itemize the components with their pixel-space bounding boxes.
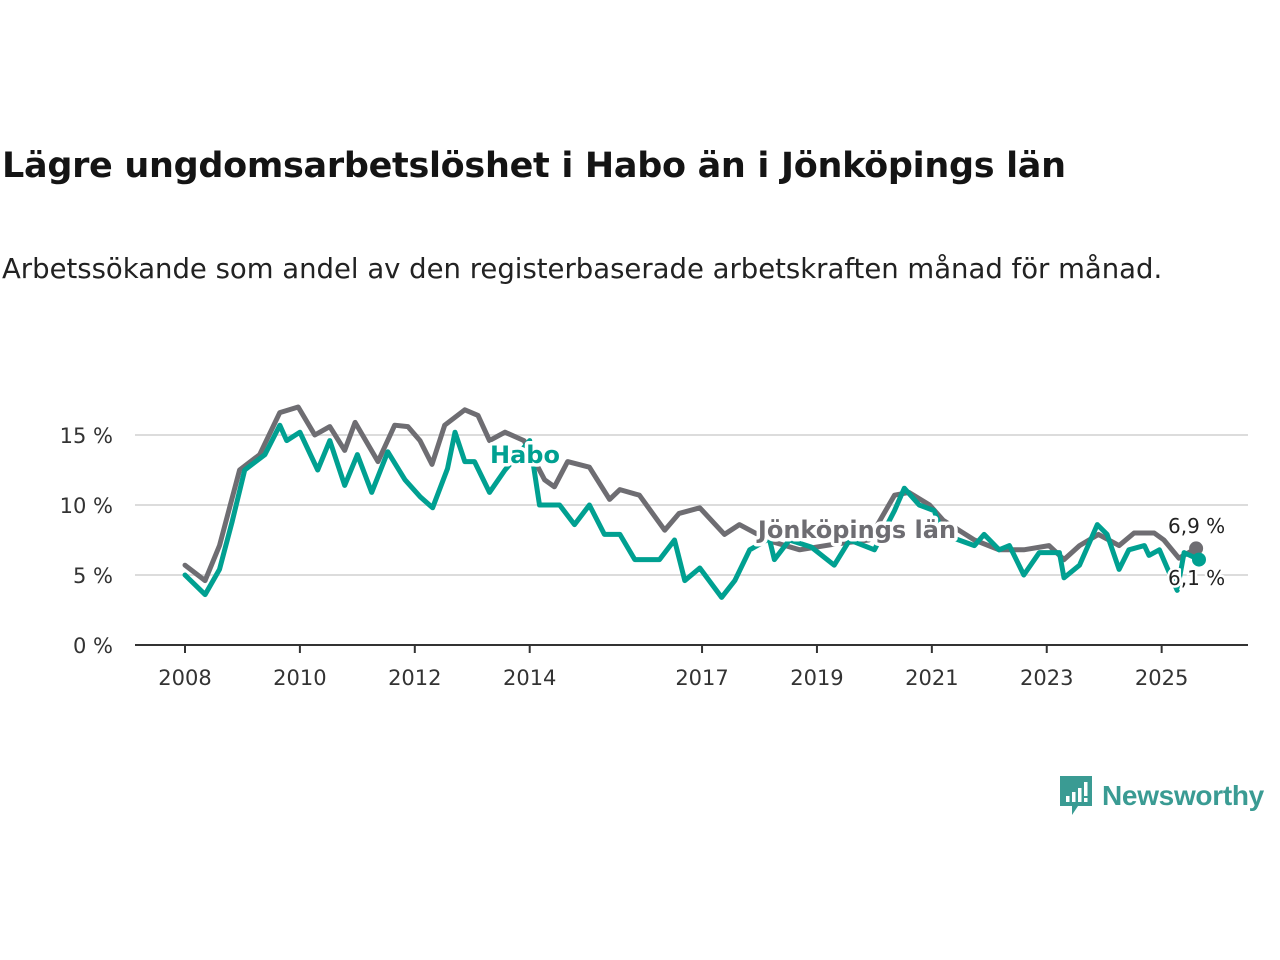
- x-tick-label: 2012: [388, 666, 441, 690]
- chart-subtitle: Arbetssökande som andel av den registerb…: [2, 253, 1163, 285]
- y-tick-label: 5 %: [73, 564, 113, 588]
- series-line-habo: [182, 422, 1202, 600]
- y-tick-label: 0 %: [73, 634, 113, 658]
- newsworthy-logo-icon: [1060, 776, 1092, 815]
- end-point-habo: [1191, 552, 1206, 567]
- x-tick-label: 2014: [503, 666, 556, 690]
- y-tick-label: 15 %: [60, 424, 113, 448]
- end-point-jonkoping: [1189, 541, 1204, 556]
- logo-text: Newsworthy: [1102, 780, 1264, 811]
- x-tick-label: 2023: [1020, 666, 1073, 690]
- series-line-jonkoping: [182, 404, 1199, 584]
- x-tick-label: 2010: [273, 666, 326, 690]
- x-tick-label: 2008: [158, 666, 211, 690]
- chart-title: Lägre ungdomsarbetslöshet i Habo än i Jö…: [2, 146, 1066, 186]
- y-tick-label: 10 %: [60, 494, 113, 518]
- end-label-jonkoping: 6,9 %: [1168, 514, 1225, 538]
- series-label-habo: Habo: [490, 441, 560, 469]
- newsworthy-logo: Newsworthy: [1058, 774, 1264, 818]
- end-label-habo: 6,1 %: [1168, 566, 1225, 590]
- x-tick-label: 2019: [790, 666, 843, 690]
- series-label-jonkoping: Jönköpings län: [756, 516, 956, 544]
- x-tick-label: 2025: [1135, 666, 1188, 690]
- x-tick-label: 2017: [675, 666, 728, 690]
- x-tick-label: 2021: [905, 666, 958, 690]
